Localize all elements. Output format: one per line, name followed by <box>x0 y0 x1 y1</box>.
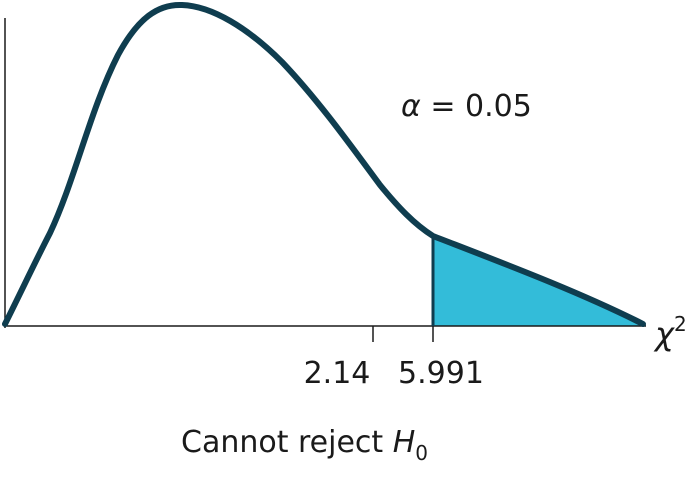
chi-superscript: 2 <box>674 312 687 336</box>
h0-subscript: 0 <box>415 441 428 465</box>
conclusion-label: Cannot reject H0 <box>181 425 428 465</box>
chi-square-curve <box>2 1 646 327</box>
tick-label-critical-value: 5.991 <box>398 356 484 391</box>
h0-symbol: H <box>393 425 416 460</box>
alpha-symbol: α <box>401 89 421 124</box>
conclusion-text: Cannot reject <box>181 425 393 460</box>
alpha-value: = 0.05 <box>421 89 532 124</box>
chi-symbol: χ <box>653 315 675 353</box>
tick-label-test-statistic: 2.14 <box>304 356 371 391</box>
axis-label-chi-square: χ2 <box>653 312 687 353</box>
alpha-label: α = 0.05 <box>401 89 532 124</box>
